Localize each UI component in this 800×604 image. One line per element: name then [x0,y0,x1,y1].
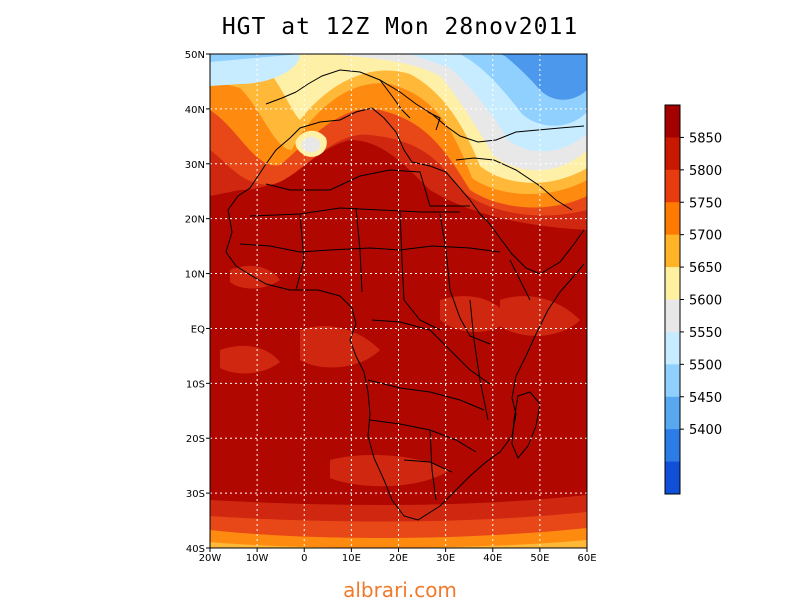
colorbar-swatch [665,429,680,463]
watermark-text: albrari.com [343,578,457,602]
lat-label: 30S [186,489,205,500]
colorbar-swatch [665,267,680,300]
colorbar-level-label: 5850 [689,131,722,146]
lat-label: 40S [186,544,205,555]
lat-label: 10S [186,379,205,390]
colorbar-level-label: 5800 [689,164,722,179]
colorbar-swatch [665,234,680,268]
band-nw-5500 [210,54,300,86]
colorbar-swatch [665,396,680,430]
colorbar-level-label: 5450 [689,391,722,406]
lat-label: 50N [185,50,205,61]
longitude-axis: 20W 10W 0 10E 20E 30E 40E 50E 60E [199,548,597,564]
lon-label: 10E [342,553,361,564]
colorbar-swatch [665,364,680,398]
cutoff-low-core [301,136,321,153]
lat-label: 20N [185,215,205,226]
colorbar-level-label: 5750 [689,196,722,211]
lat-label: 30N [185,160,205,171]
lat-label: EQ [191,324,205,335]
latitude-axis: 50N 40N 30N 20N 10N EQ 10S 20S 30S 40S [185,50,210,555]
colorbar-swatch [665,331,680,365]
lat-label: 40N [185,105,205,116]
lat-label: 20S [186,434,205,445]
colorbar-swatch [665,105,680,138]
patch-south [330,455,450,487]
lat-label: 10N [185,270,205,281]
band-south-5700 [210,528,587,548]
lon-label: 10W [246,553,269,564]
colorbar-swatch [665,202,680,236]
band-5400 [500,54,587,100]
colorbar-swatch [665,299,680,333]
patch-west [220,345,280,374]
lon-label: 40E [483,553,502,564]
colorbar-legend: 5850 5800 5750 5700 5650 5600 5550 5500 5450 5400 [664,104,722,495]
colorbar-level-label: 5400 [689,423,722,438]
patch-central-1 [300,326,380,368]
colorbar-swatch [665,169,680,203]
colorbar-level-label: 5550 [689,326,722,341]
lon-label: 0 [301,553,307,564]
colorbar-swatch [665,461,680,495]
lon-label: 50E [530,553,549,564]
colorbar-level-label: 5650 [689,261,722,276]
lon-label: 20E [389,553,408,564]
colorbar-level-label: 5500 [689,358,722,373]
graticule-gridlines [210,54,587,548]
lon-label: 60E [577,553,596,564]
lon-label: 20W [199,553,222,564]
coastlines-borders [225,69,585,521]
colorbar-level-label: 5700 [689,229,722,244]
lon-label: 30E [436,553,455,564]
colorbar-swatch [665,137,680,171]
colorbar-level-label: 5600 [689,294,722,309]
chart-title: HGT at 12Z Mon 28nov2011 [221,14,579,40]
